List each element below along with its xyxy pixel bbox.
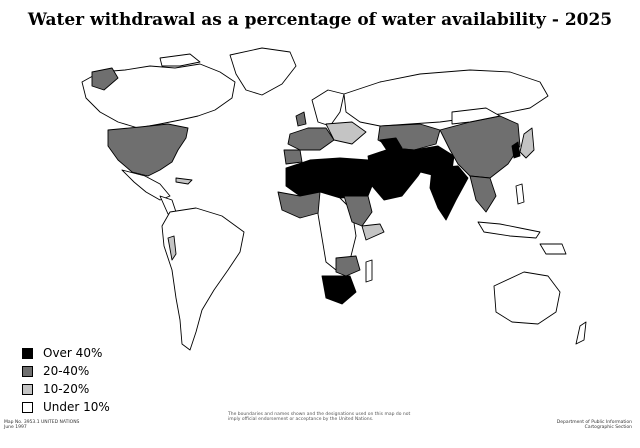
region-south-america — [161, 207, 245, 351]
map-title: Water withdrawal as a percentage of wate… — [27, 10, 613, 30]
region-russia — [343, 69, 549, 127]
region-arctic-islands-2 — [159, 53, 201, 67]
legend-label-10-20: 10-20% — [43, 382, 90, 396]
legend: Over 40% 20-40% 10-20% Under 10% — [22, 344, 110, 416]
legend-item-under-10: Under 10% — [22, 398, 110, 416]
region-east-africa — [343, 195, 373, 227]
region-mongolia — [451, 107, 501, 125]
region-horn — [361, 223, 385, 241]
region-papua — [539, 243, 567, 255]
legend-swatch-20-40 — [22, 365, 33, 377]
region-europe-central — [325, 121, 367, 145]
region-southern-africa-north — [335, 255, 361, 277]
region-indonesia — [477, 221, 541, 239]
disclaimer-note: The boundaries and names shown and the d… — [228, 412, 411, 422]
region-korea — [511, 141, 521, 159]
legend-label-over-40: Over 40% — [43, 346, 103, 360]
region-india — [429, 165, 469, 221]
region-madagascar — [365, 259, 373, 283]
region-philippines — [515, 183, 525, 205]
legend-swatch-under-10 — [22, 401, 33, 413]
region-japan — [519, 127, 535, 159]
legend-label-20-40: 20-40% — [43, 364, 90, 378]
region-peru-chile — [167, 235, 177, 261]
region-canada-alaska — [81, 63, 236, 129]
region-north-africa — [285, 157, 377, 199]
legend-label-under-10: Under 10% — [43, 400, 110, 414]
region-new-zealand — [575, 321, 587, 345]
region-uk — [295, 111, 307, 127]
region-caucasus — [379, 137, 403, 153]
legend-swatch-over-40 — [22, 347, 33, 359]
region-arctic-islands — [91, 67, 119, 91]
region-europe-west — [287, 127, 335, 151]
region-australia — [493, 271, 561, 325]
region-greenland — [229, 47, 297, 96]
region-west-africa — [277, 191, 323, 219]
legend-item-20-40: 20-40% — [22, 362, 110, 380]
region-south-africa — [321, 275, 357, 305]
region-se-asia — [469, 175, 497, 213]
legend-swatch-10-20 — [22, 383, 33, 395]
region-scandinavia — [311, 89, 345, 127]
department-note: Department of Public Information Cartogr… — [556, 420, 632, 430]
legend-item-10-20: 10-20% — [22, 380, 110, 398]
region-iberia — [283, 149, 303, 165]
legend-item-over-40: Over 40% — [22, 344, 110, 362]
region-cuba — [175, 177, 193, 185]
region-usa — [107, 123, 189, 177]
map-id-note: Map No. 3953.1 UNITED NATIONS June 1997 — [4, 420, 80, 430]
